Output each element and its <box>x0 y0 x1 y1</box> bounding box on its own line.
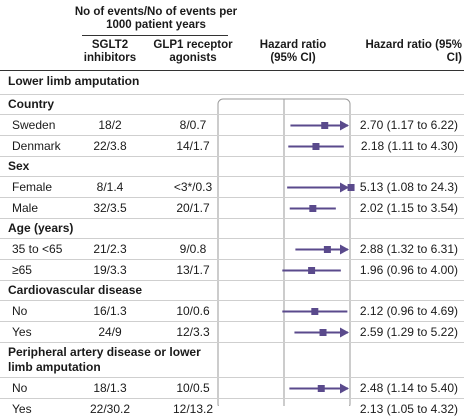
section-divider <box>0 280 464 281</box>
sglt2-value: 22/3.8 <box>93 139 127 153</box>
ci-arrow <box>340 244 349 255</box>
sglt2-value: 22/30.2 <box>89 402 131 416</box>
section-divider <box>0 238 464 239</box>
section-divider <box>0 114 464 115</box>
glp1-value: 9/0.8 <box>179 242 207 256</box>
forest-plot <box>217 98 355 406</box>
row-label: Female <box>12 180 53 194</box>
section-divider <box>0 377 464 378</box>
ci-arrow <box>340 120 349 131</box>
hr-point <box>309 205 317 212</box>
glp1-value: 10/0.6 <box>176 304 210 318</box>
hr-point <box>308 267 316 274</box>
row-label: Yes <box>12 402 32 416</box>
sglt2-value: 19/3.3 <box>93 263 127 277</box>
hr-point <box>319 329 327 336</box>
section-divider <box>0 321 464 322</box>
glp1-value: <3*/0.3 <box>173 180 213 194</box>
hr-ci-text: 1.96 (0.96 to 4.00) <box>359 263 458 277</box>
col-sglt2-header: SGLT2 inhibitors <box>83 39 137 64</box>
row-label: Male <box>12 201 39 215</box>
glp1-value: 20/1.7 <box>176 201 210 215</box>
glp1-value: 12/3.3 <box>176 325 210 339</box>
sglt2-value: 16/1.3 <box>93 304 127 318</box>
hr-ci-text: 2.13 (1.05 to 4.32) <box>359 402 458 416</box>
hr-ci-text: 2.12 (0.96 to 4.69) <box>359 304 458 318</box>
section-title: Cardiovascular disease <box>8 283 143 297</box>
row-label: No <box>12 381 28 395</box>
row-label: 35 to <65 <box>12 242 63 256</box>
hr-point <box>323 246 331 253</box>
header-bottom-rule <box>0 70 464 71</box>
section-divider <box>0 398 464 399</box>
glp1-value: 8/0.7 <box>179 118 207 132</box>
section-divider <box>0 94 464 95</box>
hr-point <box>321 122 329 129</box>
section-divider <box>0 342 464 343</box>
section-divider <box>0 135 464 136</box>
row-label: ≥65 <box>12 263 32 277</box>
events-group-header: No of events/No of events per 1000 patie… <box>74 6 238 31</box>
glp1-value: 14/1.7 <box>176 139 210 153</box>
glp1-value: 12/13.2 <box>172 402 214 416</box>
hr-ci-text: 2.18 (1.11 to 4.30) <box>360 139 458 153</box>
row-label: Sweden <box>12 118 56 132</box>
hr-ci-text: 5.13 (1.08 to 24.3) <box>359 180 458 194</box>
hr-point <box>312 143 320 150</box>
col-hr-plot-header: Hazard ratio (95% CI) <box>259 39 327 64</box>
col-glp1-header: GLP1 receptor agonists <box>153 39 233 64</box>
row-label: Denmark <box>12 139 61 153</box>
section-divider <box>0 218 464 219</box>
ci-arrow <box>340 383 349 394</box>
hr-point <box>311 308 319 315</box>
ci-arrow <box>340 182 349 193</box>
hr-point <box>347 184 355 191</box>
header-rule <box>82 35 228 36</box>
sglt2-value: 21/2.3 <box>93 242 127 256</box>
section-divider <box>0 300 464 301</box>
section-divider <box>0 197 464 198</box>
glp1-value: 10/0.5 <box>176 381 210 395</box>
section-title: Country <box>8 97 54 111</box>
sglt2-value: 8/1.4 <box>96 180 124 194</box>
hr-ci-text: 2.48 (1.14 to 5.40) <box>359 381 458 395</box>
hr-ci-text: 2.70 (1.17 to 6.22) <box>359 118 458 132</box>
row-label: No <box>12 304 28 318</box>
hr-ci-text: 2.59 (1.29 to 5.22) <box>359 325 458 339</box>
sglt2-value: 24/9 <box>98 325 122 339</box>
ci-arrow <box>340 327 349 338</box>
glp1-value: 13/1.7 <box>176 263 210 277</box>
hr-ci-text: 2.02 (1.15 to 3.54) <box>359 201 458 215</box>
section-title: Sex <box>8 159 30 173</box>
section-title: Peripheral artery disease or lower <box>8 345 201 359</box>
hr-point <box>317 385 325 392</box>
section-title: limb amputation <box>8 360 101 374</box>
section-divider <box>0 259 464 260</box>
hr-ci-text: 2.88 (1.32 to 6.31) <box>359 242 458 256</box>
figure-title: Lower limb amputation <box>8 74 140 88</box>
section-title: Age (years) <box>8 221 74 235</box>
section-divider <box>0 176 464 177</box>
section-divider <box>0 156 464 157</box>
sglt2-value: 18/1.3 <box>93 381 127 395</box>
sglt2-value: 32/3.5 <box>93 201 127 215</box>
sglt2-value: 18/2 <box>98 118 122 132</box>
col-hr-text-header: Hazard ratio (95% CI) <box>365 39 462 64</box>
row-label: Yes <box>12 325 32 339</box>
